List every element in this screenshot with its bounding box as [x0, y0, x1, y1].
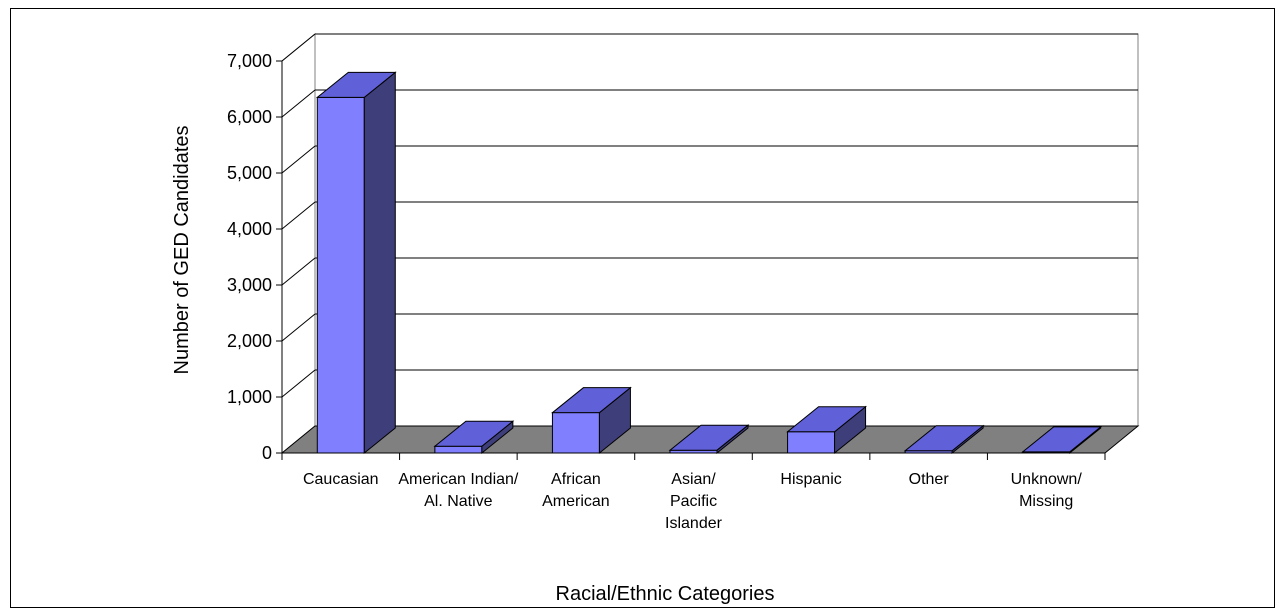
- bar-top: [551, 387, 632, 414]
- gridlines: [281, 33, 1138, 398]
- x-tick-label-line: Al. Native: [424, 493, 493, 510]
- x-tick-label-line: Asian/: [671, 471, 716, 488]
- gridline-left-3: [281, 257, 316, 286]
- y-axis-title: Number of GED Candidates: [171, 125, 193, 374]
- back-wall: [314, 33, 1139, 427]
- y-tick-label: 1,000: [227, 387, 272, 407]
- x-tick-label: American Indian/Al. Native: [398, 471, 519, 510]
- gridline-left-2: [281, 313, 316, 342]
- bar-front: [316, 96, 365, 454]
- gridline-left-7: [281, 33, 316, 62]
- bar-top: [433, 420, 515, 447]
- x-axis-title: Racial/Ethnic Categories: [556, 583, 775, 605]
- bar-front: [787, 431, 836, 454]
- gridline-left-6: [281, 89, 316, 118]
- bar-top: [1021, 426, 1103, 453]
- x-tick-label-line: American Indian/: [398, 471, 519, 488]
- bar-top: [315, 71, 397, 98]
- x-tick-label-line: American: [542, 493, 610, 510]
- bar-1: [433, 420, 515, 455]
- y-tick-label: 2,000: [227, 331, 272, 351]
- x-tick-label: Other: [909, 471, 950, 488]
- y-tick-labels: 0 1,000 2,000 3,000 4,000 5,000 6,000 7,000: [227, 51, 272, 463]
- x-tick-label-line: Hispanic: [780, 471, 841, 488]
- x-tick-label-line: African: [551, 471, 601, 488]
- x-tick-label: African American: [542, 471, 610, 510]
- y-tick-label: 6,000: [227, 107, 272, 127]
- bar-6: [1021, 425, 1103, 455]
- chart-walls: [281, 32, 1139, 455]
- x-tick-label-line: Pacific: [670, 493, 717, 510]
- bar-top: [786, 406, 867, 433]
- bar-top: [903, 425, 985, 452]
- bar-2: [551, 386, 632, 455]
- gridline-left-1: [281, 369, 316, 398]
- y-tick-label: 7,000: [227, 51, 272, 71]
- gridline-left-5: [281, 145, 316, 174]
- y-tick-label: 0: [262, 443, 272, 463]
- x-tick-label: Asian/Pacific Islander: [665, 471, 723, 532]
- bar-3: [668, 424, 750, 455]
- y-tick-label: 5,000: [227, 163, 272, 183]
- y-tick-label: 4,000: [227, 219, 272, 239]
- x-tick-label: Unknown/Missing: [1011, 471, 1083, 510]
- bars: [315, 71, 1103, 455]
- x-tick-label-line: Other: [909, 471, 950, 488]
- x-tick-label: Caucasian: [303, 471, 379, 488]
- y-tick-label: 3,000: [227, 275, 272, 295]
- bar-front: [551, 412, 600, 454]
- gridline-left-4: [281, 201, 316, 230]
- left-wall: [281, 32, 316, 455]
- x-tick-label-line: Caucasian: [303, 471, 379, 488]
- bar-4: [786, 405, 867, 455]
- bar-0: [315, 71, 397, 455]
- x-tick-labels: Caucasian American Indian/Al. Native Afric…: [303, 471, 1082, 532]
- bar-side: [363, 71, 396, 455]
- bar-top: [668, 424, 750, 451]
- x-tick-label-line: Missing: [1019, 493, 1073, 510]
- bar-5: [903, 424, 985, 455]
- x-tick-label-line: Unknown/: [1011, 471, 1083, 488]
- bar-front: [434, 445, 483, 454]
- x-tick-label-line: Islander: [665, 515, 723, 532]
- x-tick-label: Hispanic: [780, 471, 841, 488]
